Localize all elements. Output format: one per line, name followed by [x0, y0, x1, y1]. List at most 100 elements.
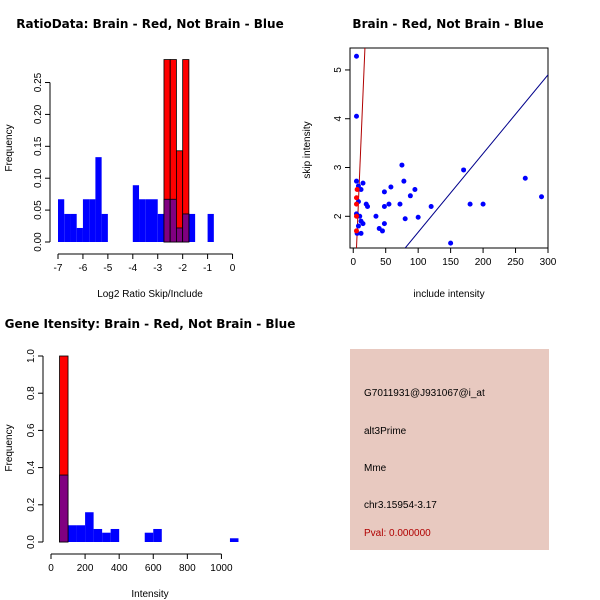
red-point — [353, 213, 359, 219]
probe-id: G7011931@J931067@i_at — [364, 388, 485, 399]
blue-point — [381, 221, 387, 227]
red-point — [353, 195, 359, 201]
blue-bar — [76, 227, 83, 242]
x-tick-label: -3 — [153, 263, 162, 274]
y-tick-label: 0.8 — [26, 386, 37, 400]
intensity-scatter: Brain - Red, Not Brain - Blue 0 50 100 150 2… — [302, 17, 557, 300]
info-panel-bg — [350, 349, 549, 550]
blue-point — [358, 230, 364, 236]
blue-bar — [157, 213, 164, 242]
scatter-xlabel: include intensity — [413, 289, 484, 300]
blue-bar — [229, 538, 239, 542]
blue-point — [467, 201, 473, 207]
blue-bar — [70, 213, 77, 242]
gene-intensity-histogram: Gene Itensity: Brain - Red, Not Brain - … — [4, 317, 295, 600]
x-tick-label: 300 — [540, 257, 557, 268]
blue-point — [381, 204, 387, 210]
ratio-xlabel: Log2 Ratio Skip/Include — [97, 289, 203, 300]
blue-point — [402, 216, 408, 222]
x-tick-label: 0 — [48, 563, 54, 574]
blue-point — [386, 201, 392, 207]
blue-point — [428, 204, 434, 210]
blue-bar — [207, 213, 214, 242]
blue-point — [399, 162, 405, 168]
overlap-bar — [169, 198, 177, 243]
blue-point — [401, 178, 407, 184]
blue-bar — [64, 213, 71, 242]
y-tick-label: 0.2 — [26, 497, 37, 511]
blue-point — [381, 189, 387, 195]
blue-bar — [132, 185, 140, 242]
location: chr3.15954-3.17 — [364, 500, 437, 511]
y-tick-label: 4 — [333, 116, 344, 122]
blue-bar — [82, 199, 90, 242]
scatter-title: Brain - Red, Not Brain - Blue — [352, 17, 543, 31]
y-tick-label: 0.10 — [33, 168, 44, 188]
blue-fit-line — [404, 74, 548, 248]
blue-point — [353, 113, 359, 119]
blue-bar — [58, 199, 65, 242]
y-tick-label: 0.0 — [26, 535, 37, 549]
red-point — [353, 201, 359, 207]
blue-point — [415, 214, 421, 220]
gene-ylabel: Frequency — [4, 424, 15, 471]
y-tick-label: 5 — [333, 67, 344, 73]
y-tick-label: 0.05 — [33, 200, 44, 220]
event-type: alt3Prime — [364, 426, 407, 437]
ratio-histogram: RatioData: Brain - Red, Not Brain - Blue… — [4, 17, 284, 300]
x-tick-label: 150 — [442, 257, 459, 268]
blue-point — [355, 223, 361, 229]
y-tick-label: 0.6 — [26, 423, 37, 437]
blue-point — [448, 240, 454, 246]
blue-point — [360, 221, 366, 227]
y-tick-label: 1.0 — [26, 349, 37, 363]
blue-point — [388, 184, 394, 190]
blue-bar — [110, 528, 120, 542]
blue-point — [480, 201, 486, 207]
x-tick-label: -7 — [54, 263, 63, 274]
overlap-bar — [182, 213, 190, 243]
y-tick-label: 0.20 — [33, 104, 44, 124]
x-tick-label: 200 — [475, 257, 492, 268]
blue-bar — [85, 512, 94, 542]
blue-point — [522, 175, 528, 181]
x-tick-label: -2 — [178, 263, 187, 274]
scatter-plot-area — [353, 48, 548, 248]
blue-bar — [102, 532, 111, 542]
blue-point — [407, 193, 413, 199]
blue-point — [397, 201, 403, 207]
x-tick-label: 1000 — [210, 563, 233, 574]
y-tick-label: 0.00 — [33, 232, 44, 252]
blue-point — [379, 228, 385, 234]
red-point — [353, 228, 359, 234]
scatter-box — [349, 47, 549, 249]
ratio-title: RatioData: Brain - Red, Not Brain - Blue — [16, 17, 283, 31]
blue-bar — [139, 199, 146, 242]
x-tick-label: -1 — [203, 263, 212, 274]
blue-bar — [95, 157, 102, 242]
scatter-ylabel: skip intensity — [302, 121, 313, 178]
x-tick-label: 800 — [179, 563, 196, 574]
y-tick-label: 3 — [333, 164, 344, 170]
blue-point — [360, 180, 366, 186]
blue-bar — [144, 532, 154, 542]
x-tick-label: -6 — [78, 263, 87, 274]
pval: Pval: 0.000000 — [364, 528, 431, 539]
overlap-bar — [176, 227, 184, 243]
x-tick-label: 200 — [77, 563, 94, 574]
blue-bar — [151, 199, 158, 242]
blue-point — [461, 167, 467, 173]
overlap-bar — [59, 474, 69, 543]
x-tick-label: 50 — [380, 257, 392, 268]
x-tick-label: 0 — [230, 263, 236, 274]
x-tick-label: -4 — [128, 263, 137, 274]
x-tick-label: 400 — [111, 563, 128, 574]
blue-point — [539, 194, 545, 200]
x-tick-label: 250 — [507, 257, 524, 268]
blue-bar — [68, 525, 77, 542]
blue-bar — [188, 213, 196, 242]
blue-bar — [93, 528, 103, 542]
y-tick-label: 2 — [333, 213, 344, 219]
x-tick-label: 600 — [145, 563, 162, 574]
